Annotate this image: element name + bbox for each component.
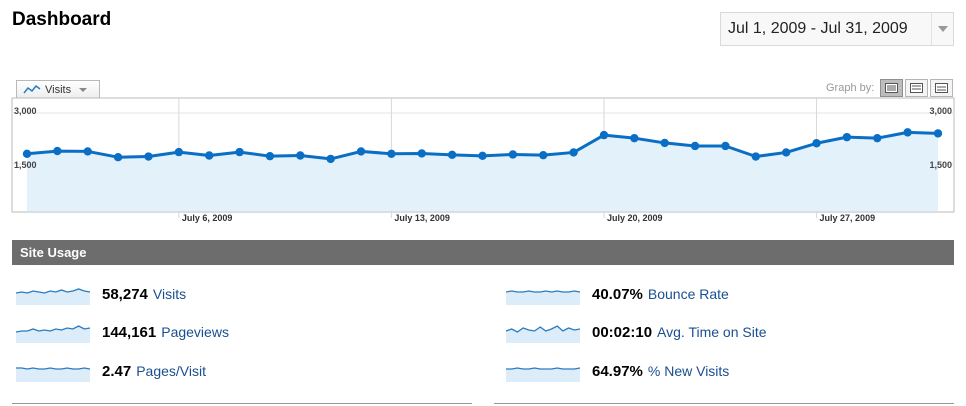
- metric-new-visits: 64.97%% New Visits: [506, 359, 729, 383]
- data-point[interactable]: [903, 128, 912, 137]
- metric-selector-tab[interactable]: Visits: [16, 80, 100, 99]
- metric-pages-per-visit: 2.47 Pages/Visit: [16, 359, 206, 383]
- data-point[interactable]: [356, 147, 366, 156]
- data-point[interactable]: [417, 149, 426, 158]
- data-point[interactable]: [53, 146, 62, 156]
- metric-visits: 58,274 Visits: [16, 282, 186, 306]
- week-icon: [910, 83, 924, 93]
- metric-link-pageviews[interactable]: Pageviews: [161, 324, 229, 340]
- data-point[interactable]: [539, 150, 548, 160]
- sparkline-pageviews[interactable]: [16, 321, 90, 343]
- metric-link-new-visits[interactable]: % New Visits: [647, 363, 730, 379]
- data-point[interactable]: [569, 148, 578, 157]
- data-point[interactable]: [447, 150, 457, 160]
- month-icon: [935, 83, 949, 93]
- date-range-selector[interactable]: Jul 1, 2009 - Jul 31, 2009: [720, 12, 954, 46]
- data-point[interactable]: [751, 152, 760, 161]
- data-point[interactable]: [599, 130, 609, 140]
- visits-area: [27, 132, 938, 211]
- y-tick-label-mid: 1,500: [14, 160, 37, 170]
- metric-value: 58,274: [102, 285, 148, 303]
- metric-value: 00:02:10: [592, 323, 653, 341]
- graph-by-day-button[interactable]: [880, 79, 904, 97]
- metric-value: 2.47: [102, 362, 132, 380]
- site-usage-header: Site Usage: [12, 240, 954, 265]
- data-point[interactable]: [174, 147, 184, 157]
- metric-link-pages-per-visit[interactable]: Pages/Visit: [136, 363, 206, 379]
- data-point[interactable]: [387, 149, 396, 158]
- metric-link-avg-time-on-site[interactable]: Avg. Time on Site: [657, 324, 767, 340]
- y-tick-label-top: 3,000: [14, 106, 37, 116]
- chevron-down-icon: [79, 88, 88, 92]
- data-point[interactable]: [873, 133, 882, 143]
- graph-by-week-button[interactable]: [905, 79, 929, 97]
- visits-chart: 3,000 1,500 3,000 1,500 July 6, 2009 July…: [11, 97, 955, 223]
- data-point[interactable]: [721, 141, 730, 151]
- metric-tab-label: Visits: [45, 84, 72, 96]
- data-point[interactable]: [812, 139, 821, 148]
- sparkline-pages-per-visit[interactable]: [16, 360, 90, 382]
- x-tick-label: July 20, 2009: [607, 213, 663, 223]
- data-point[interactable]: [326, 154, 335, 164]
- graph-by-controls: Graph by:: [826, 79, 954, 97]
- data-point[interactable]: [630, 133, 639, 143]
- data-point[interactable]: [296, 151, 305, 160]
- x-tick-label: July 27, 2009: [820, 213, 876, 223]
- metric-pageviews: 144,161 Pageviews: [16, 320, 229, 344]
- y-tick-label-mid-right: 1,500: [929, 160, 952, 170]
- section-divider-left: [12, 403, 472, 404]
- data-point[interactable]: [842, 132, 852, 142]
- graph-by-label: Graph by:: [826, 82, 875, 94]
- graph-by-month-button[interactable]: [930, 79, 954, 97]
- date-range-text: Jul 1, 2009 - Jul 31, 2009: [728, 20, 908, 37]
- sparkline-visits[interactable]: [16, 283, 90, 305]
- data-point[interactable]: [144, 152, 153, 161]
- data-point[interactable]: [113, 153, 123, 162]
- data-point[interactable]: [690, 141, 700, 151]
- sparkline-bounce-rate[interactable]: [506, 283, 580, 305]
- metric-link-bounce-rate[interactable]: Bounce Rate: [647, 286, 729, 302]
- data-point[interactable]: [205, 151, 214, 160]
- data-point[interactable]: [933, 129, 943, 138]
- metric-value: 40.07%: [592, 285, 643, 303]
- data-point[interactable]: [478, 151, 487, 161]
- metric-avg-time-on-site: 00:02:10 Avg. Time on Site: [506, 320, 767, 344]
- x-tick-label: July 13, 2009: [394, 213, 450, 223]
- day-icon: [885, 83, 899, 93]
- data-point[interactable]: [508, 150, 518, 159]
- page-title: Dashboard: [12, 9, 112, 30]
- data-point[interactable]: [83, 147, 92, 156]
- sparkline-avg-time-on-site[interactable]: [506, 321, 580, 343]
- date-range-dropdown[interactable]: [931, 13, 953, 45]
- data-point[interactable]: [22, 149, 32, 158]
- metric-value: 144,161: [102, 323, 157, 341]
- data-point[interactable]: [781, 148, 791, 157]
- data-point[interactable]: [235, 147, 244, 157]
- chevron-down-icon: [937, 26, 948, 32]
- line-graph-icon: [23, 85, 41, 94]
- sparkline-new-visits[interactable]: [506, 360, 580, 382]
- x-tick-label: July 6, 2009: [182, 213, 233, 223]
- metric-bounce-rate: 40.07% Bounce Rate: [506, 282, 729, 306]
- metric-link-visits[interactable]: Visits: [152, 286, 187, 302]
- y-tick-label-top-right: 3,000: [929, 106, 952, 116]
- data-point[interactable]: [660, 138, 669, 148]
- metric-value: 64.97%: [592, 362, 643, 380]
- section-divider-right: [494, 403, 954, 404]
- data-point[interactable]: [265, 151, 275, 161]
